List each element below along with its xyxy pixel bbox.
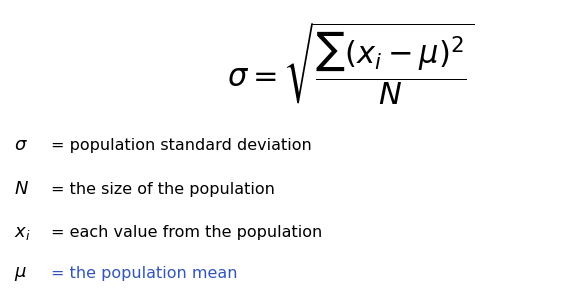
Text: $\mu$: $\mu$	[14, 265, 27, 283]
Text: $\sigma = \sqrt{\dfrac{\sum(x_i - \mu)^2}{N}}$: $\sigma = \sqrt{\dfrac{\sum(x_i - \mu)^2…	[227, 21, 475, 107]
Text: = the population mean: = the population mean	[51, 266, 238, 281]
Text: $N$: $N$	[14, 180, 29, 198]
Text: $x_i$: $x_i$	[14, 224, 31, 242]
Text: = the size of the population: = the size of the population	[51, 182, 275, 197]
Text: = each value from the population: = each value from the population	[51, 225, 322, 240]
Text: = population standard deviation: = population standard deviation	[51, 138, 312, 153]
Text: $\sigma$: $\sigma$	[14, 136, 28, 155]
